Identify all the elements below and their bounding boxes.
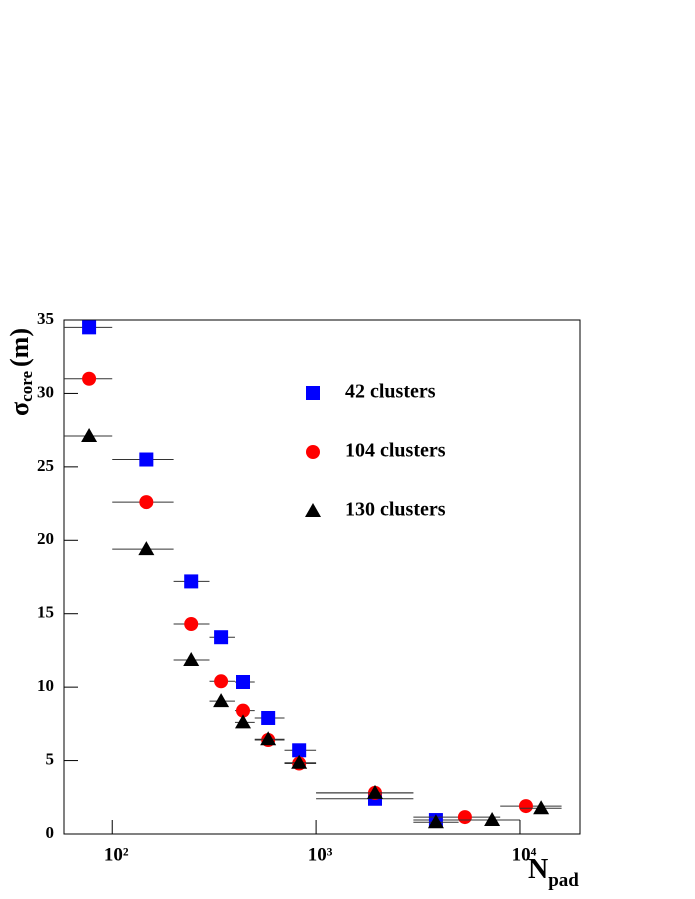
marker-square: [261, 710, 276, 725]
marker-square: [184, 574, 199, 589]
marker-triangle: [81, 428, 98, 443]
plot-area: [64, 320, 562, 829]
y-tick-label: 15: [37, 603, 54, 622]
x-axis-label: Npad: [528, 854, 579, 891]
marker-square: [306, 386, 320, 400]
y-tick-label: 5: [46, 749, 55, 768]
x-tick-label: 10²: [104, 844, 129, 865]
marker-triangle: [305, 503, 321, 517]
marker-triangle: [367, 784, 384, 799]
marker-triangle: [183, 651, 200, 666]
y-tick-label: 25: [37, 456, 54, 475]
marker-square: [214, 630, 229, 645]
marker-circle: [518, 799, 533, 814]
x-label-symbol: N: [528, 854, 548, 885]
y-axis-label: σcore (m): [5, 328, 36, 416]
marker-triangle: [533, 800, 550, 815]
marker-circle: [82, 371, 97, 386]
legend-label: 42 clusters: [345, 381, 436, 403]
legend-label: 104 clusters: [345, 440, 446, 462]
marker-circle: [184, 616, 199, 631]
y-tick-label: 30: [37, 382, 54, 401]
marker-square: [82, 320, 97, 335]
y-tick-label: 10: [37, 676, 54, 695]
y-tick-label: 0: [46, 823, 55, 842]
y-tick-label: 35: [37, 309, 54, 328]
marker-circle: [236, 703, 251, 718]
marker-triangle: [260, 731, 277, 746]
y-tick-label: 20: [37, 529, 54, 548]
y-label-subscript: core: [17, 371, 36, 402]
marker-triangle: [213, 693, 230, 708]
marker-circle: [214, 674, 229, 689]
marker-circle: [306, 445, 320, 459]
x-label-subscript: pad: [548, 870, 579, 891]
marker-circle: [139, 495, 154, 510]
marker-circle: [457, 810, 472, 825]
x-tick-label: 10³: [308, 844, 333, 865]
marker-triangle: [291, 754, 308, 769]
marker-triangle: [484, 812, 501, 827]
marker-square: [139, 452, 154, 467]
y-label-unit: (m): [5, 328, 34, 367]
x-tick-label: 10⁴: [512, 844, 537, 865]
plot-frame: [63, 319, 581, 835]
marker-triangle: [235, 714, 252, 729]
marker-square: [236, 675, 251, 690]
marker-triangle: [138, 541, 155, 556]
legend-label: 130 clusters: [345, 499, 446, 521]
marker-triangle: [427, 814, 444, 829]
marker-square: [292, 743, 307, 758]
y-label-symbol: σ: [5, 402, 34, 416]
